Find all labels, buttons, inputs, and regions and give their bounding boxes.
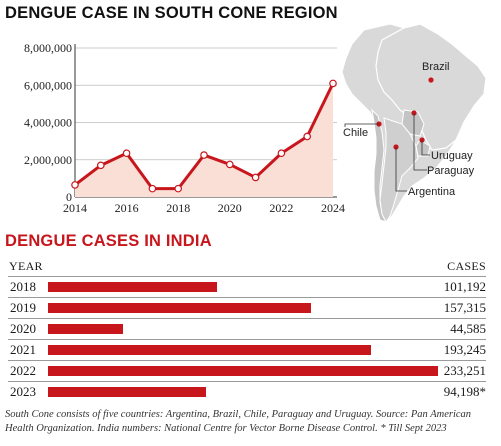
x-tick-label: 2024 [321,201,345,215]
marker-uruguay [419,137,430,156]
map-label-brazil: Brazil [422,61,450,73]
y-tick-label: 8,000,000 [24,41,72,55]
marker-paraguay [411,110,427,171]
data-point [226,160,234,169]
bar-row-2023: 2023 94,198* [8,381,486,402]
line-chart: 0 2,000,000 4,000,000 6,000,000 8,000,000 201… [24,41,345,215]
data-point [97,161,105,170]
bar-year-label: 2021 [10,342,36,357]
y-tick-label: 4,000,000 [24,116,72,130]
x-tick-label: 2018 [166,201,190,215]
bar-row-2021: 2021 193,245 [8,339,486,360]
map-label-chile: Chile [343,127,368,139]
bar-value-label: 157,315 [443,300,486,315]
column-header-cases: CASES [447,259,486,273]
bar [48,387,206,397]
x-tick-label: 2016 [115,201,139,215]
x-tick-label: 2014 [63,201,87,215]
map-label-uruguay: Uruguay [431,150,473,162]
bar [48,303,311,313]
bar-value-label: 233,251 [443,363,486,378]
marker-argentina [393,144,407,192]
bar-row-2020: 2020 44,585 [8,318,486,339]
bar [48,282,217,292]
bar-value-label: 94,198* [443,384,486,399]
column-header-year: YEAR [9,259,43,273]
data-point [329,79,337,88]
country-brazil [375,23,487,151]
map-label-paraguay: Paraguay [427,165,475,177]
data-point [174,184,183,193]
bar-value-label: 193,245 [443,342,486,357]
y-tick-label: 6,000,000 [24,78,72,92]
bar-year-label: 2020 [10,321,36,336]
marker-chile [344,121,382,127]
area-fill [75,83,333,197]
data-point [303,132,312,141]
bar-row-2022: 2022 233,251 [8,360,486,381]
south-america-map: Brazil Chile Paraguay Uruguay Argentina [341,23,487,223]
data-point [122,149,131,158]
data-point [200,151,208,159]
bar-year-label: 2019 [10,300,36,315]
data-point [251,173,260,182]
bar-value-label: 44,585 [450,321,486,336]
bar-year-label: 2018 [10,279,36,294]
bar [48,324,123,334]
bar-row-2018: 2018 101,192 [8,276,486,297]
data-point [277,149,286,158]
x-tick-label: 2020 [218,201,242,215]
bar [48,366,438,376]
y-tick-label: 2,000,000 [24,153,72,167]
footnote: South Cone consists of five countries: A… [5,409,472,434]
marker-brazil [428,77,434,83]
x-tick-label: 2022 [269,201,293,215]
bar-row-2019: 2019 157,315 [8,297,486,318]
data-point [148,184,157,193]
country-argentina [379,117,419,223]
data-point [71,181,79,189]
bar-year-label: 2022 [10,363,36,378]
bar-chart-title: DENGUE CASES IN INDIA [5,232,212,250]
line-chart-title: DENGUE CASE IN SOUTH CONE REGION [5,4,338,22]
country-uruguay [415,139,431,157]
y-tick-label: 0 [66,190,72,204]
map-label-argentina: Argentina [408,186,456,198]
bar [48,345,371,355]
bar-year-label: 2023 [10,384,36,399]
bar-value-label: 101,192 [443,279,486,294]
